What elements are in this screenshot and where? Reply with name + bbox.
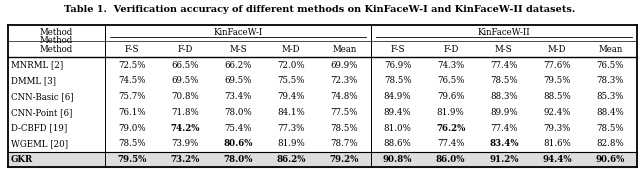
Text: 66.5%: 66.5% [171,61,198,70]
Text: 71.8%: 71.8% [171,108,199,117]
Text: 76.1%: 76.1% [118,108,145,117]
Text: Table 1.  Verification accuracy of different methods on KinFaceW-I and KinFaceW-: Table 1. Verification accuracy of differ… [65,5,575,14]
Text: 78.5%: 78.5% [331,124,358,132]
Text: 75.5%: 75.5% [278,76,305,85]
Text: GKR: GKR [11,155,33,164]
Text: 89.9%: 89.9% [490,108,518,117]
Text: 92.4%: 92.4% [543,108,571,117]
Text: 83.4%: 83.4% [489,139,518,148]
Text: 72.0%: 72.0% [278,61,305,70]
Text: 73.2%: 73.2% [170,155,200,164]
Text: 84.1%: 84.1% [277,108,305,117]
Text: 69.5%: 69.5% [171,76,198,85]
Text: 81.0%: 81.0% [383,124,412,132]
Text: 74.5%: 74.5% [118,76,145,85]
Text: M-D: M-D [282,45,301,54]
Text: 77.4%: 77.4% [437,139,465,148]
Text: D-CBFD [19]: D-CBFD [19] [11,124,67,132]
Text: 90.6%: 90.6% [596,155,625,164]
Text: Method: Method [40,45,73,54]
Text: 88.3%: 88.3% [490,92,518,101]
Text: CNN-Point [6]: CNN-Point [6] [11,108,72,117]
Text: Method: Method [40,37,73,45]
Text: 79.5%: 79.5% [117,155,147,164]
Text: 79.3%: 79.3% [543,124,571,132]
Text: 74.3%: 74.3% [437,61,465,70]
Text: F-D: F-D [443,45,458,54]
Text: 76.5%: 76.5% [596,61,624,70]
Text: 72.5%: 72.5% [118,61,145,70]
Text: F-D: F-D [177,45,193,54]
Text: 86.0%: 86.0% [436,155,465,164]
Text: 75.7%: 75.7% [118,92,145,101]
Text: 72.3%: 72.3% [331,76,358,85]
Text: F-S: F-S [390,45,405,54]
Text: 89.4%: 89.4% [384,108,412,117]
Text: M-S: M-S [495,45,513,54]
Text: 88.5%: 88.5% [543,92,571,101]
Text: 76.9%: 76.9% [384,61,412,70]
Text: 75.4%: 75.4% [225,124,252,132]
Text: Method: Method [40,28,73,37]
Text: 78.5%: 78.5% [384,76,412,85]
Text: KinFaceW-I: KinFaceW-I [214,28,263,37]
Text: 77.4%: 77.4% [490,61,518,70]
Text: 77.3%: 77.3% [278,124,305,132]
Text: 78.0%: 78.0% [224,108,252,117]
Text: 76.5%: 76.5% [437,76,465,85]
Text: 79.6%: 79.6% [437,92,465,101]
Text: 78.5%: 78.5% [490,76,518,85]
Text: 77.5%: 77.5% [331,108,358,117]
Text: 84.9%: 84.9% [384,92,412,101]
Text: 90.8%: 90.8% [383,155,412,164]
Text: 70.8%: 70.8% [171,92,199,101]
Text: KinFaceW-II: KinFaceW-II [477,28,530,37]
Text: 86.2%: 86.2% [276,155,306,164]
Text: 73.9%: 73.9% [172,139,198,148]
Text: 76.2%: 76.2% [436,124,465,132]
Text: 79.0%: 79.0% [118,124,145,132]
Text: F-S: F-S [125,45,139,54]
Text: WGEML [20]: WGEML [20] [11,139,68,148]
Text: CNN-Basic [6]: CNN-Basic [6] [11,92,74,101]
Text: Mean: Mean [598,45,622,54]
Text: DMML [3]: DMML [3] [11,76,56,85]
Text: 78.3%: 78.3% [596,76,624,85]
Bar [8,152,637,167]
Text: 69.9%: 69.9% [331,61,358,70]
Text: 79.2%: 79.2% [330,155,359,164]
Text: 77.6%: 77.6% [543,61,571,70]
Text: 91.2%: 91.2% [489,155,518,164]
Text: 94.4%: 94.4% [542,155,572,164]
Text: 77.4%: 77.4% [490,124,518,132]
Text: 69.5%: 69.5% [225,76,252,85]
Text: M-S: M-S [229,45,247,54]
Text: 73.4%: 73.4% [225,92,252,101]
Text: 78.5%: 78.5% [596,124,624,132]
Text: 74.2%: 74.2% [170,124,200,132]
Text: 88.4%: 88.4% [596,108,624,117]
Text: 88.6%: 88.6% [384,139,412,148]
Text: 78.7%: 78.7% [331,139,358,148]
Text: 79.4%: 79.4% [278,92,305,101]
Text: 79.5%: 79.5% [543,76,571,85]
Text: MNRML [2]: MNRML [2] [11,61,63,70]
Text: M-D: M-D [548,45,566,54]
Text: 82.8%: 82.8% [596,139,624,148]
Text: Mean: Mean [332,45,356,54]
Text: 78.5%: 78.5% [118,139,145,148]
Text: 74.8%: 74.8% [331,92,358,101]
Text: 81.9%: 81.9% [277,139,305,148]
Text: 66.2%: 66.2% [225,61,252,70]
Text: 85.3%: 85.3% [596,92,624,101]
Text: 78.0%: 78.0% [223,155,253,164]
Text: 81.6%: 81.6% [543,139,571,148]
Text: 81.9%: 81.9% [437,108,465,117]
Text: 80.6%: 80.6% [223,139,253,148]
